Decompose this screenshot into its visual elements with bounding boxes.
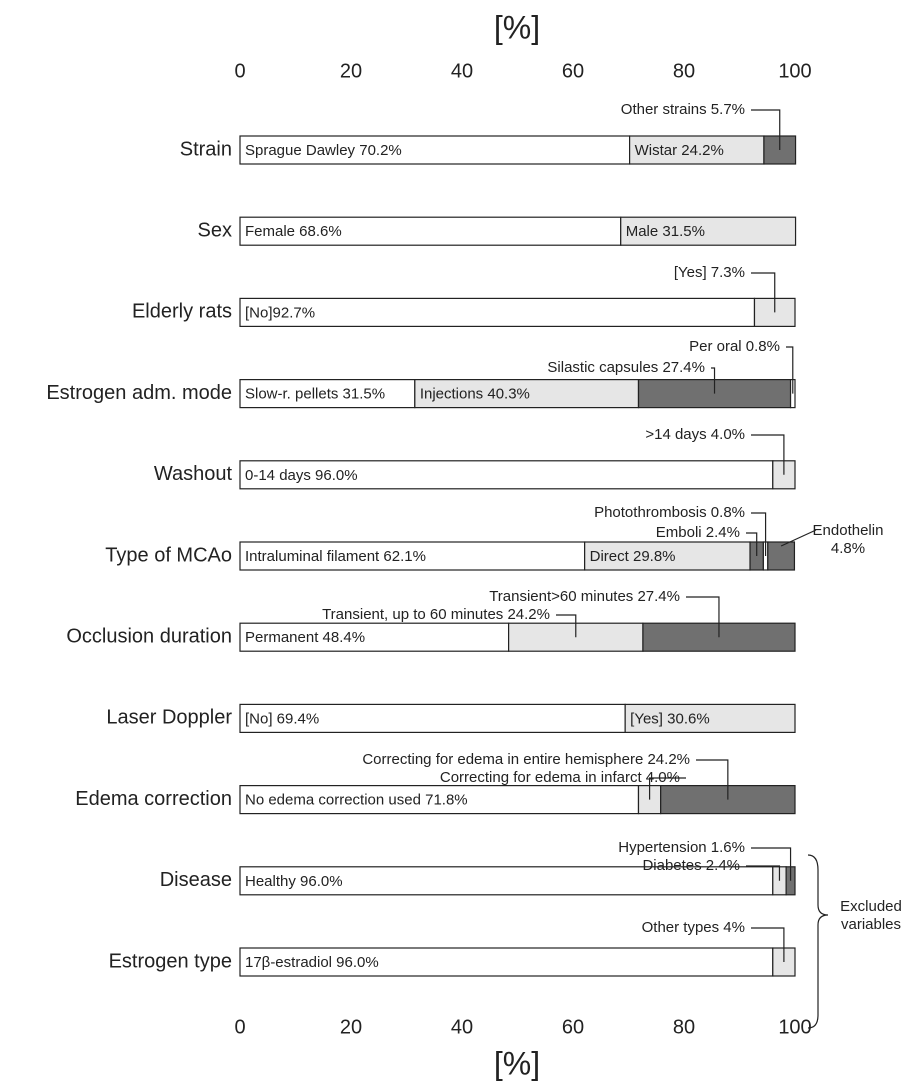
leader-line <box>751 109 781 150</box>
bar-segment <box>239 703 626 734</box>
bar-segment <box>239 297 756 327</box>
row-label: Elderly rats <box>132 301 232 323</box>
row-label: Estrogen adm. mode <box>46 382 232 404</box>
leader-line <box>746 532 758 556</box>
leader-line <box>751 512 767 556</box>
row-label: Estrogen type <box>109 950 232 972</box>
segment-label: Transient, up to 60 minutes 24.2% <box>322 606 550 623</box>
x-tick-label: 60 <box>562 60 584 82</box>
row-label: Laser Doppler <box>106 707 232 729</box>
x-axis-title: [%] <box>494 9 540 45</box>
segment-label: Correcting for edema in infarct 4.0% <box>440 769 680 786</box>
bar-segment <box>239 541 586 571</box>
bar-segment <box>239 866 774 896</box>
segment-label: No edema correction used 71.8% <box>245 792 468 809</box>
segment-label: Slow-r. pellets 31.5% <box>245 386 385 403</box>
leader-line <box>746 865 781 881</box>
x-axis-title: [%] <box>494 1045 540 1081</box>
leader-line <box>751 927 785 962</box>
x-tick-label: 40 <box>451 1016 473 1038</box>
segment-label: Emboli 2.4% <box>656 524 740 541</box>
segment-label: Hypertension 1.6% <box>618 839 745 856</box>
segment-label: >14 days 4.0% <box>645 426 745 443</box>
leader-line <box>556 614 577 638</box>
bar-segment <box>239 460 774 490</box>
bar-segment <box>767 541 796 571</box>
x-tick-label: 0 <box>234 60 245 82</box>
bar-segment <box>239 379 416 409</box>
leader-line <box>696 759 729 800</box>
segment-label: Correcting for edema in entire hemispher… <box>362 751 690 768</box>
x-tick-label: 100 <box>778 60 811 82</box>
segment-label: [No]92.7% <box>245 304 315 321</box>
row-label: Edema correction <box>75 788 232 810</box>
segment-label: Other strains 5.7% <box>621 101 745 118</box>
annotation: Excluded variables <box>840 898 902 933</box>
segment-label: Other types 4% <box>642 919 745 936</box>
segment-label: Female 68.6% <box>245 223 342 240</box>
segment-label: Male 31.5% <box>626 223 705 240</box>
segment-label: Endothelin 4.8% <box>812 522 884 557</box>
segment-label: Silastic capsules 27.4% <box>547 359 705 376</box>
segment-label: 0-14 days 96.0% <box>245 467 358 484</box>
row-label: Washout <box>154 463 233 485</box>
leader-line <box>711 367 716 394</box>
segment-label: 17β-estradiol 96.0% <box>245 954 379 971</box>
x-tick-label: 100 <box>778 1016 811 1038</box>
leader-line <box>786 346 794 394</box>
segment-label: Transient>60 minutes 27.4% <box>489 588 680 605</box>
segment-label: [No] 69.4% <box>245 710 319 727</box>
brace <box>807 854 829 1029</box>
leader-line <box>686 596 720 638</box>
segment-label: Intraluminal filament 62.1% <box>245 548 426 565</box>
row-label: Type of MCAo <box>105 544 232 566</box>
segment-label: Permanent 48.4% <box>245 629 365 646</box>
leader-line <box>648 777 686 800</box>
bar-segment <box>584 541 751 571</box>
leader-line <box>780 529 817 547</box>
bar-segment <box>239 135 631 165</box>
row-label: Strain <box>180 138 232 160</box>
segment-label: [Yes] 7.3% <box>674 264 745 281</box>
x-tick-label: 80 <box>673 1016 695 1038</box>
segment-label: [Yes] 30.6% <box>630 710 710 727</box>
bar-segment <box>239 622 510 652</box>
bar-segment <box>620 216 797 246</box>
x-tick-label: 0 <box>234 1016 245 1038</box>
segment-label: Diabetes 2.4% <box>642 857 740 874</box>
leader-line <box>751 272 776 313</box>
bar-segment <box>624 703 796 734</box>
segment-label: Healthy 96.0% <box>245 873 343 890</box>
bar-segment <box>414 379 640 409</box>
x-tick-label: 20 <box>340 60 362 82</box>
leader-line <box>751 434 785 475</box>
segment-label: Sprague Dawley 70.2% <box>245 142 402 159</box>
bar-segment <box>239 947 774 977</box>
x-tick-label: 60 <box>562 1016 584 1038</box>
x-tick-label: 40 <box>451 60 473 82</box>
x-tick-label: 80 <box>673 60 695 82</box>
row-label: Sex <box>198 219 232 241</box>
segment-label: Per oral 0.8% <box>689 338 780 355</box>
segment-label-box: Endothelin 4.8% <box>812 522 884 557</box>
segment-label: Wistar 24.2% <box>635 142 724 159</box>
row-label: Occlusion duration <box>66 625 232 647</box>
segment-label: Direct 29.8% <box>590 548 676 565</box>
x-tick-label: 20 <box>340 1016 362 1038</box>
annotation-box: Excluded variables <box>840 898 902 933</box>
leader-line <box>751 847 792 881</box>
segment-label: Injections 40.3% <box>420 386 530 403</box>
segment-label: Photothrombosis 0.8% <box>594 504 745 521</box>
bar-segment <box>629 135 765 165</box>
row-label: Disease <box>160 869 232 891</box>
